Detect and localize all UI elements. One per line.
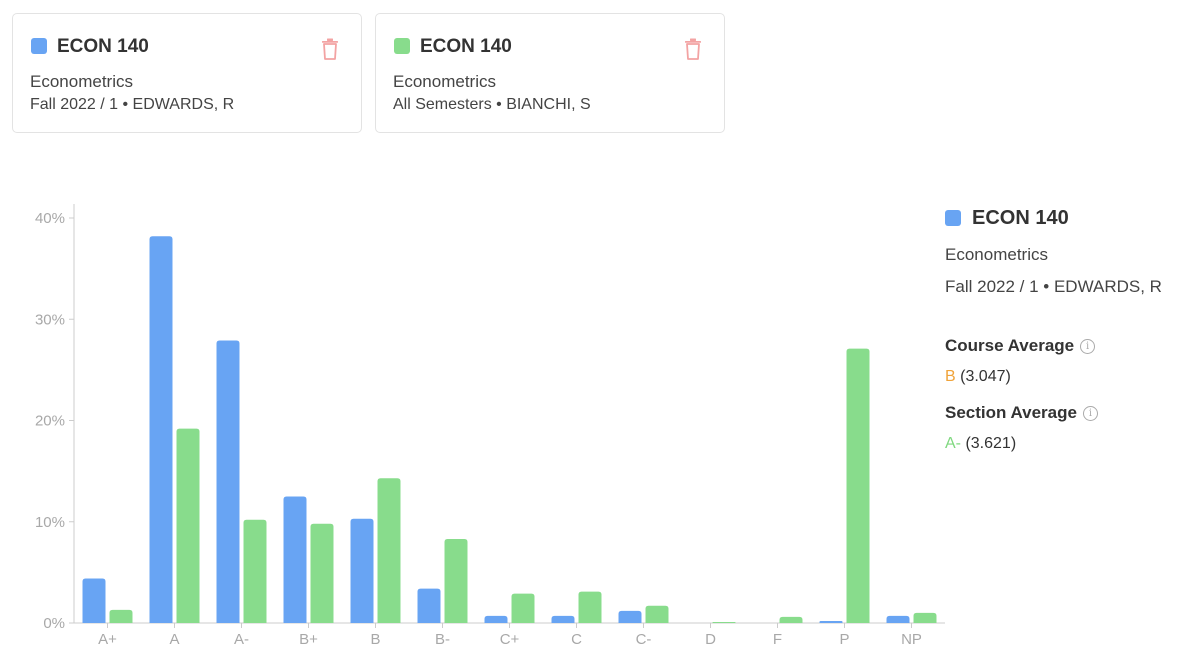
y-tick-label: 20% [35, 413, 65, 430]
course-card-1[interactable]: ECON 140 Econometrics Fall 2022 / 1 • ED… [12, 13, 362, 133]
course-average-value: (3.047) [960, 368, 1011, 385]
x-tick-label: B+ [299, 631, 318, 648]
course-average-grade: B [945, 368, 956, 385]
course-average-value-row: B (3.047) [945, 368, 1011, 386]
bar-series-1-A[interactable] [149, 236, 173, 623]
x-tick-label: A+ [98, 631, 117, 648]
x-tick-label: F [773, 631, 782, 648]
course-meta: Fall 2022 / 1 • EDWARDS, R [30, 96, 235, 113]
info-icon[interactable]: i [1082, 406, 1098, 422]
bar-series-1-A+[interactable] [82, 578, 106, 623]
trash-icon[interactable] [321, 38, 339, 60]
x-tick-label: NP [901, 631, 922, 648]
course-code: ECON 140 [420, 36, 512, 57]
x-tick-label: A [169, 631, 179, 648]
x-tick-label: C+ [500, 631, 520, 648]
series-color-square [945, 210, 961, 226]
bar-series-1-B+[interactable] [283, 496, 307, 623]
x-tick-label: C [571, 631, 582, 648]
y-tick-label: 30% [35, 311, 65, 328]
trash-icon[interactable] [684, 38, 702, 60]
section-average-grade: A- [945, 435, 961, 452]
section-average-value: (3.621) [965, 435, 1017, 452]
y-tick-label: 40% [35, 210, 65, 227]
course-name: Econometrics [30, 72, 133, 91]
bar-series-2-B[interactable] [377, 478, 401, 623]
bar-series-1-B-[interactable] [417, 588, 441, 623]
course-average-heading: Course Average i [945, 336, 1096, 356]
bar-series-1-C+[interactable] [484, 615, 508, 623]
bar-series-2-NP[interactable] [913, 612, 937, 623]
bar-series-2-C+[interactable] [511, 593, 535, 623]
course-meta: All Semesters • BIANCHI, S [393, 96, 591, 113]
bar-series-1-C-[interactable] [618, 610, 642, 623]
bar-series-2-C[interactable] [578, 591, 602, 623]
x-tick-label: C- [636, 631, 652, 648]
y-tick-label: 10% [35, 514, 65, 531]
legend-course-code: ECON 140 [972, 207, 1069, 229]
info-icon[interactable]: i [1080, 339, 1096, 355]
bar-series-2-F[interactable] [779, 616, 803, 623]
bar-series-2-A+[interactable] [109, 609, 133, 623]
bar-series-1-P[interactable] [819, 620, 843, 623]
x-tick-label: A- [234, 631, 249, 648]
bar-series-2-A-[interactable] [243, 519, 267, 623]
bar-series-2-P[interactable] [846, 348, 870, 623]
course-average-label: Course Average [945, 336, 1075, 355]
y-tick-label: 0% [43, 615, 65, 632]
bar-series-1-B[interactable] [350, 518, 374, 623]
bar-series-2-B+[interactable] [310, 523, 334, 623]
x-tick-label: B- [435, 631, 450, 648]
section-average-label: Section Average [945, 403, 1077, 422]
series-color-square [394, 38, 410, 54]
series-color-square [31, 38, 47, 54]
bar-series-2-A[interactable] [176, 428, 200, 623]
legend-course-name: Econometrics [945, 245, 1048, 264]
bar-series-2-B-[interactable] [444, 538, 468, 623]
grade-distribution-chart: 0% 10% 20% 30% 40% A+ A A- B+ B B- C+ C C- D F P NP [35, 204, 945, 648]
course-card-2[interactable]: ECON 140 Econometrics All Semesters • BI… [375, 13, 725, 133]
bar-series-1-A-[interactable] [216, 340, 240, 623]
bar-series-2-D[interactable] [712, 621, 736, 623]
bar-series-1-NP[interactable] [886, 615, 910, 623]
bar-series-1-C[interactable] [551, 615, 575, 623]
bar-series-2-C-[interactable] [645, 605, 669, 623]
section-average-value-row: A- (3.621) [945, 435, 1016, 453]
x-tick-label: D [705, 631, 716, 648]
legend-course-meta: Fall 2022 / 1 • EDWARDS, R [945, 277, 1162, 296]
course-code: ECON 140 [57, 36, 149, 57]
x-tick-label: B [370, 631, 380, 648]
section-average-heading: Section Average i [945, 403, 1098, 423]
x-tick-label: P [839, 631, 849, 648]
course-name: Econometrics [393, 72, 496, 91]
